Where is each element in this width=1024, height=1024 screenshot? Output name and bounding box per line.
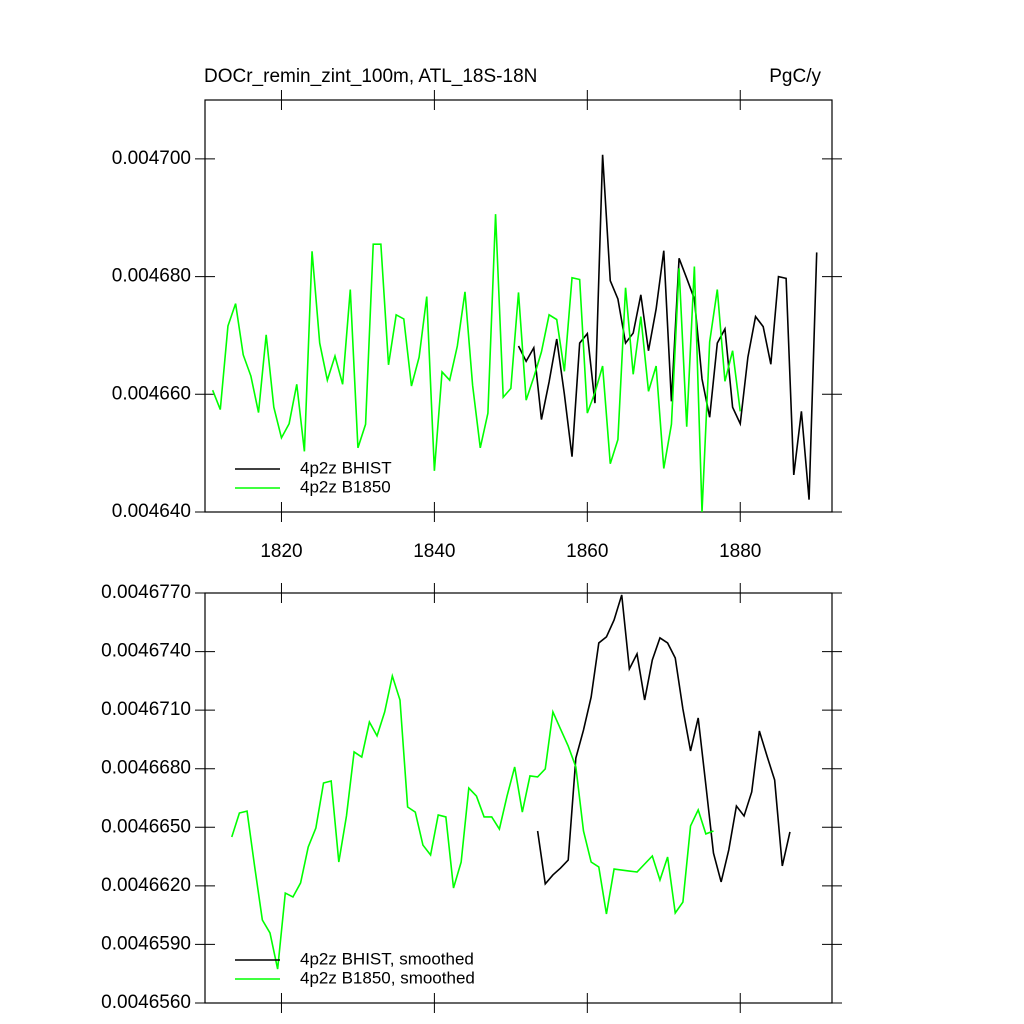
legend-label: 4p2z B1850	[300, 477, 391, 496]
x-tick-label: 1820	[260, 541, 302, 562]
y-tick-label: 0.0046650	[101, 816, 191, 837]
plot-frame	[204, 592, 833, 1004]
y-tick-label: 0.0046710	[101, 699, 191, 720]
legend-label: 4p2z BHIST	[300, 458, 392, 477]
data-line	[211, 214, 742, 513]
y-tick-label: 0.0046590	[101, 933, 191, 954]
y-tick-label: 0.0046620	[101, 875, 191, 896]
y-tick-label: 0.004640	[112, 501, 191, 522]
chart-title: DOCr_remin_zint_100m, ATL_18S-18N	[204, 66, 537, 87]
y-tick-label: 0.004700	[112, 148, 191, 169]
plot-frame	[204, 99, 833, 513]
y-tick-label: 0.004680	[112, 266, 191, 287]
legend-label: 4p2z B1850, smoothed	[300, 968, 475, 987]
units-label: PgC/y	[769, 66, 821, 87]
y-tick-label: 0.0046560	[101, 992, 191, 1013]
y-tick-label: 0.0046740	[101, 641, 191, 662]
y-tick-label: 0.0046770	[101, 582, 191, 603]
data-line	[536, 594, 791, 886]
y-tick-label: 0.004660	[112, 383, 191, 404]
y-tick-label: 0.0046680	[101, 758, 191, 779]
x-tick-label: 1860	[566, 541, 608, 562]
x-tick-label: 1880	[719, 541, 761, 562]
data-line	[517, 154, 818, 500]
legend-label: 4p2z BHIST, smoothed	[300, 949, 474, 968]
data-line	[230, 672, 714, 970]
x-tick-label: 1840	[413, 541, 455, 562]
